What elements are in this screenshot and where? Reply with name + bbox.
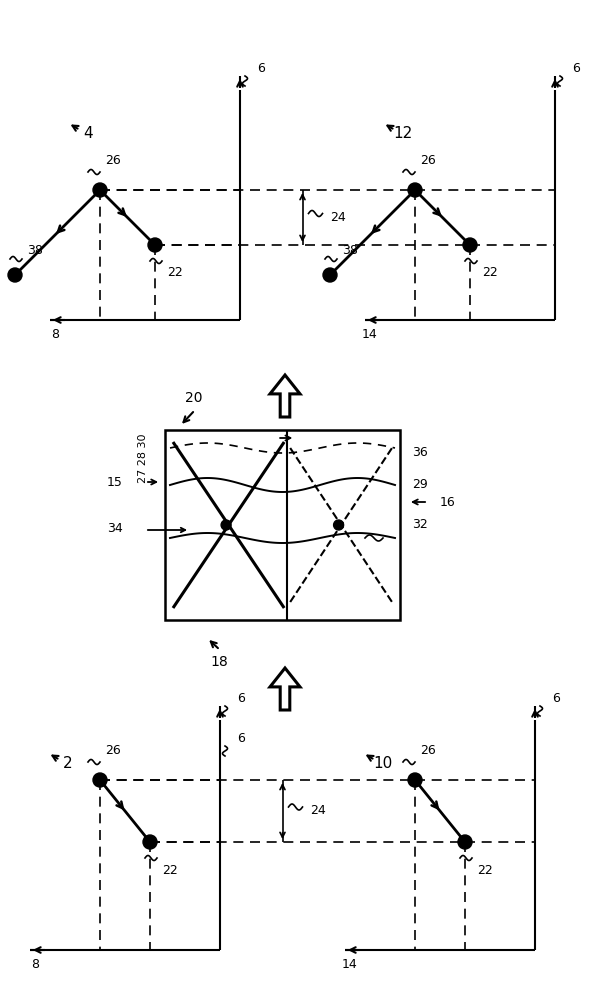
Text: 24: 24 <box>310 804 326 818</box>
Circle shape <box>148 238 162 252</box>
Text: 22: 22 <box>477 863 493 876</box>
Text: 16: 16 <box>440 495 456 508</box>
Text: 8: 8 <box>31 958 39 970</box>
Text: 38: 38 <box>27 244 43 257</box>
Text: 38: 38 <box>342 244 358 257</box>
Text: 8: 8 <box>51 328 59 340</box>
Text: 26: 26 <box>420 153 435 166</box>
Text: 10: 10 <box>373 756 393 772</box>
Text: 36: 36 <box>412 446 428 458</box>
Text: 2: 2 <box>63 756 73 772</box>
Circle shape <box>333 520 344 530</box>
Bar <box>165 430 400 620</box>
Circle shape <box>93 773 107 787</box>
Circle shape <box>463 238 477 252</box>
Text: 6: 6 <box>572 62 580 75</box>
Circle shape <box>323 268 337 282</box>
Circle shape <box>221 520 231 530</box>
Text: 15: 15 <box>107 476 123 488</box>
Polygon shape <box>270 375 300 417</box>
Text: 6: 6 <box>257 62 265 75</box>
Text: 20: 20 <box>185 391 202 405</box>
Circle shape <box>408 773 422 787</box>
Text: 32: 32 <box>412 518 428 532</box>
Text: 27 28 30: 27 28 30 <box>138 433 148 483</box>
Text: 4: 4 <box>83 126 93 141</box>
Text: 6: 6 <box>237 692 245 704</box>
Text: 22: 22 <box>167 266 183 279</box>
Circle shape <box>408 183 422 197</box>
Text: 14: 14 <box>342 958 358 970</box>
Text: 12: 12 <box>393 126 413 141</box>
Polygon shape <box>270 668 300 710</box>
Text: 34: 34 <box>108 522 123 534</box>
Text: 14: 14 <box>362 328 378 340</box>
Text: 6: 6 <box>237 732 245 744</box>
Text: 24: 24 <box>330 211 346 224</box>
Text: 29: 29 <box>412 479 428 491</box>
Text: 6: 6 <box>552 692 560 704</box>
Text: 18: 18 <box>210 655 228 669</box>
Text: 26: 26 <box>420 744 435 756</box>
Circle shape <box>458 835 472 849</box>
Text: 26: 26 <box>105 153 121 166</box>
Text: 26: 26 <box>105 744 121 756</box>
Text: 22: 22 <box>162 863 178 876</box>
Text: 22: 22 <box>482 266 498 279</box>
Circle shape <box>143 835 157 849</box>
Circle shape <box>93 183 107 197</box>
Circle shape <box>8 268 22 282</box>
